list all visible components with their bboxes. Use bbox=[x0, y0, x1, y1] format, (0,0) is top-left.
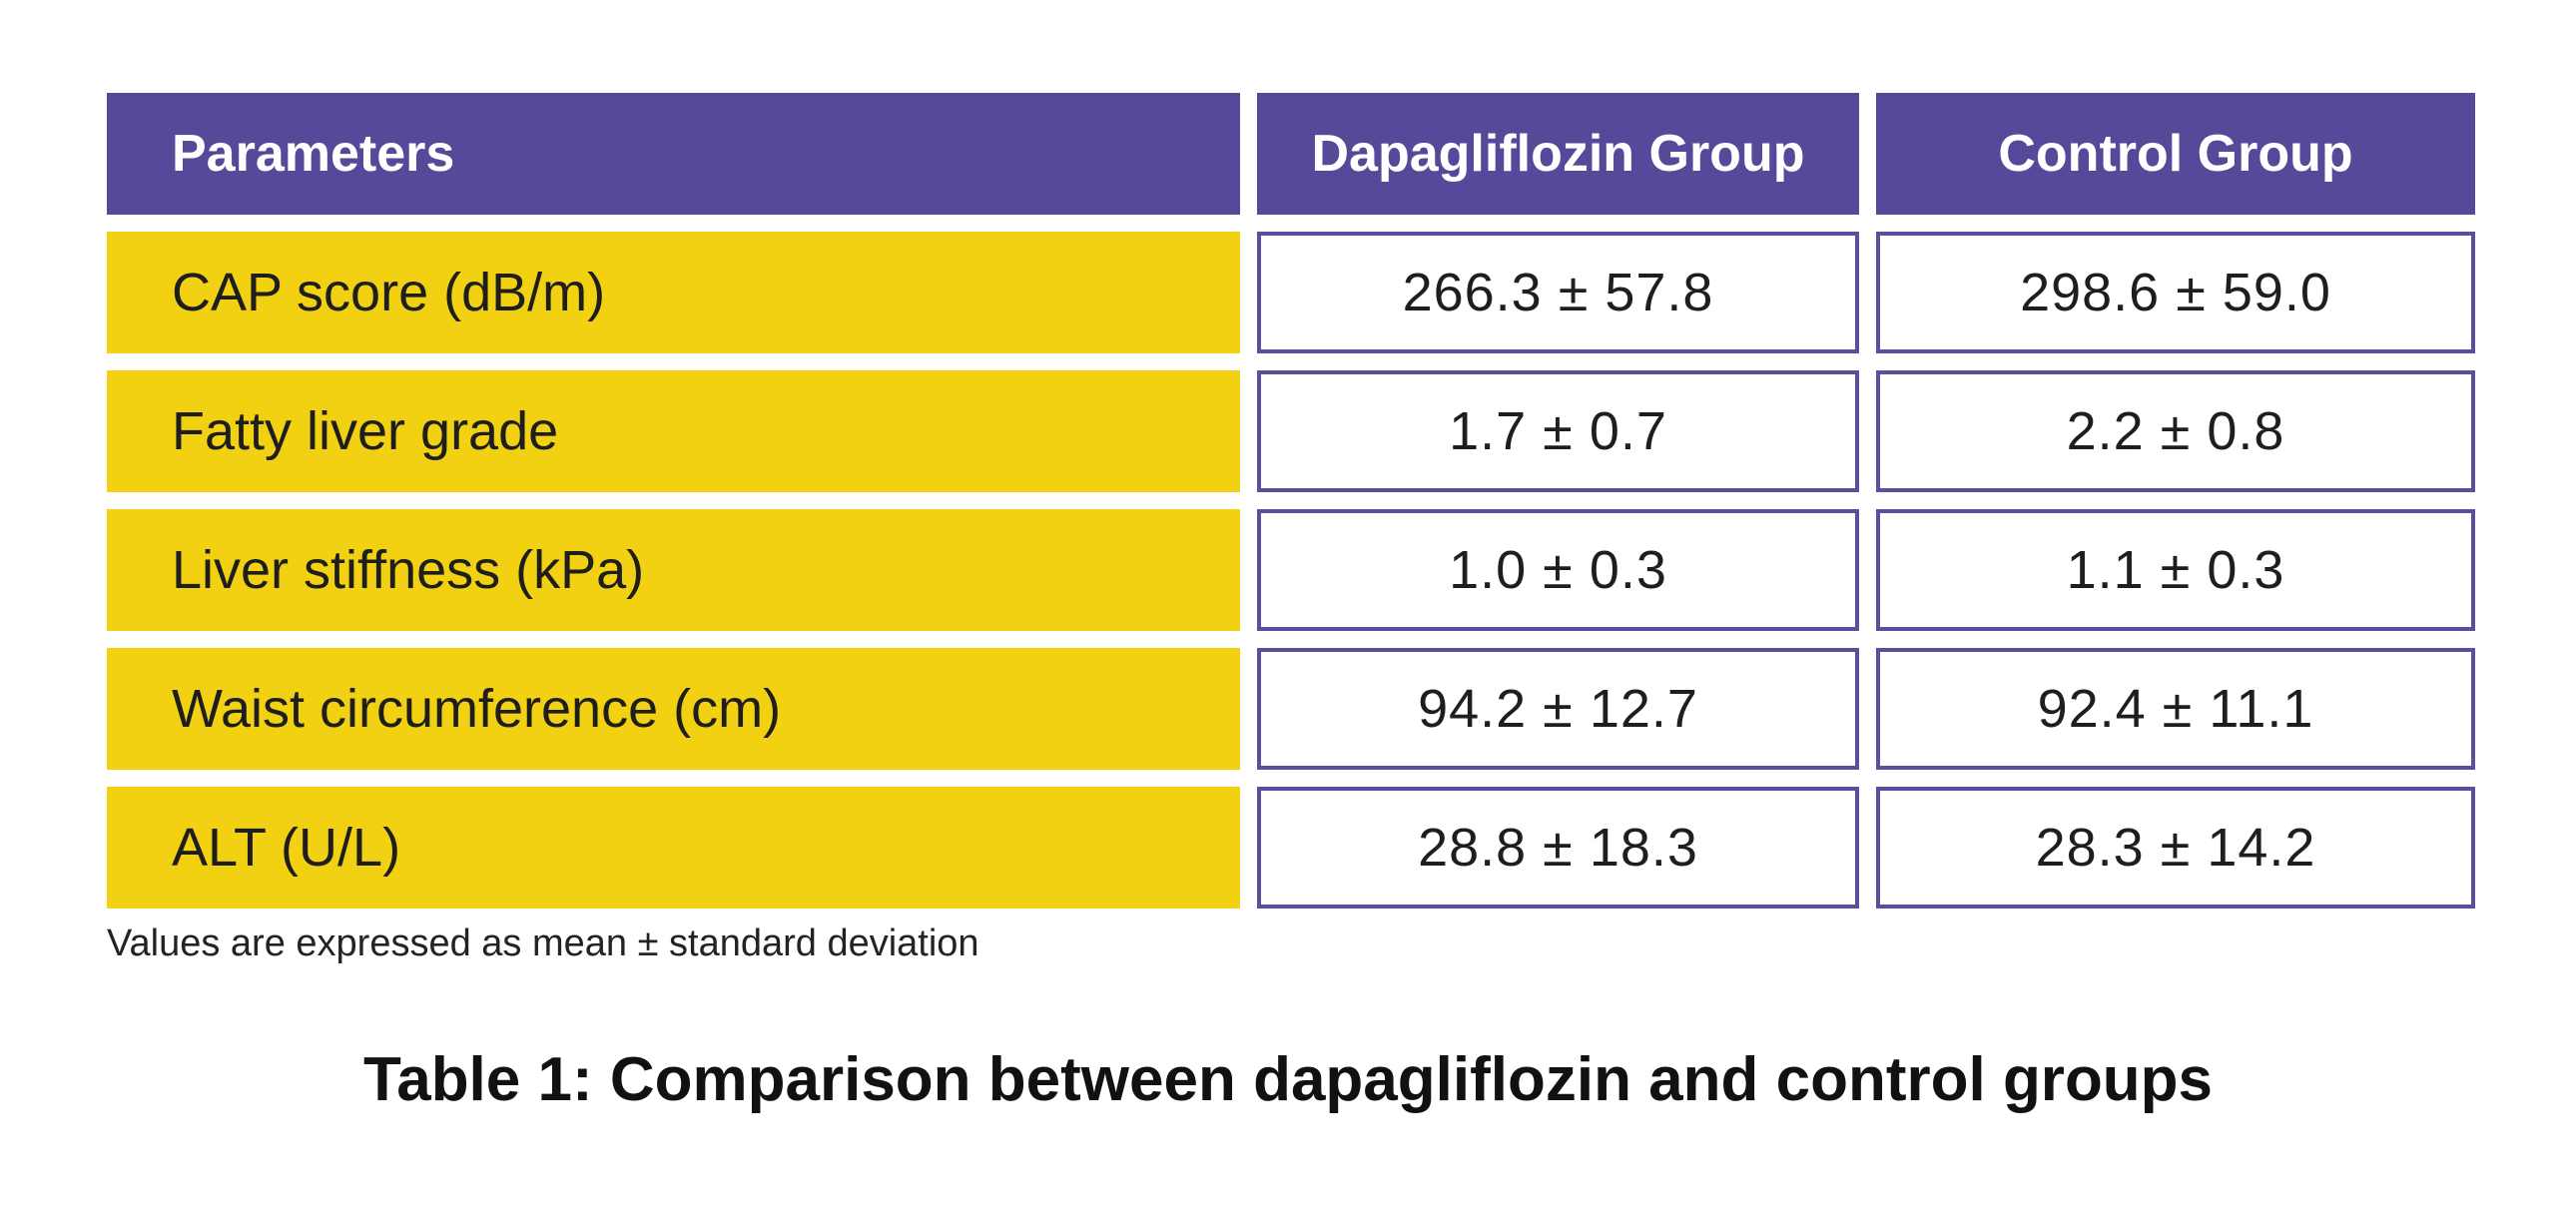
value-cell-dapagliflozin-cap-score: 266.3 ± 57.8 bbox=[1257, 232, 1859, 353]
value-text: 266.3 ± 57.8 bbox=[1402, 263, 1714, 322]
value-text: 1.0 ± 0.3 bbox=[1449, 540, 1667, 600]
value-cell-control-fatty-liver-grade: 2.2 ± 0.8 bbox=[1876, 370, 2475, 492]
header-dapagliflozin-group: Dapagliflozin Group bbox=[1257, 93, 1859, 215]
value-text: 28.3 ± 14.2 bbox=[2035, 818, 2316, 878]
parameter-label: ALT (U/L) bbox=[172, 818, 401, 878]
parameter-label: Liver stiffness (kPa) bbox=[172, 540, 645, 600]
value-text: 94.2 ± 12.7 bbox=[1418, 679, 1698, 739]
value-cell-control-cap-score: 298.6 ± 59.0 bbox=[1876, 232, 2475, 353]
header-dapagliflozin-label: Dapagliflozin Group bbox=[1311, 125, 1805, 183]
value-text: 1.7 ± 0.7 bbox=[1449, 401, 1667, 461]
header-control-group: Control Group bbox=[1876, 93, 2475, 215]
table-caption: Table 1: Comparison between dapagliflozi… bbox=[362, 1045, 2214, 1114]
value-text: 298.6 ± 59.0 bbox=[2020, 263, 2331, 322]
value-cell-dapagliflozin-alt: 28.8 ± 18.3 bbox=[1257, 787, 1859, 909]
value-cell-control-liver-stiffness: 1.1 ± 0.3 bbox=[1876, 509, 2475, 631]
value-text: 92.4 ± 11.1 bbox=[2037, 679, 2314, 739]
parameter-cell-liver-stiffness: Liver stiffness (kPa) bbox=[107, 509, 1240, 631]
value-cell-dapagliflozin-liver-stiffness: 1.0 ± 0.3 bbox=[1257, 509, 1859, 631]
value-cell-dapagliflozin-fatty-liver-grade: 1.7 ± 0.7 bbox=[1257, 370, 1859, 492]
value-text: 2.2 ± 0.8 bbox=[2066, 401, 2285, 461]
value-cell-dapagliflozin-waist-circumference: 94.2 ± 12.7 bbox=[1257, 648, 1859, 770]
parameter-label: Fatty liver grade bbox=[172, 401, 559, 461]
parameter-cell-waist-circumference: Waist circumference (cm) bbox=[107, 648, 1240, 770]
parameter-cell-cap-score: CAP score (dB/m) bbox=[107, 232, 1240, 353]
value-cell-control-alt: 28.3 ± 14.2 bbox=[1876, 787, 2475, 909]
header-parameters: Parameters bbox=[107, 93, 1240, 215]
table-footnote: Values are expressed as mean ± standard … bbox=[107, 922, 979, 964]
header-control-label: Control Group bbox=[1998, 125, 2353, 183]
value-text: 1.1 ± 0.3 bbox=[2066, 540, 2285, 600]
parameter-label: Waist circumference (cm) bbox=[172, 679, 782, 739]
header-parameters-label: Parameters bbox=[172, 125, 455, 183]
parameter-cell-fatty-liver-grade: Fatty liver grade bbox=[107, 370, 1240, 492]
value-cell-control-waist-circumference: 92.4 ± 11.1 bbox=[1876, 648, 2475, 770]
parameter-cell-alt: ALT (U/L) bbox=[107, 787, 1240, 909]
value-text: 28.8 ± 18.3 bbox=[1418, 818, 1698, 878]
comparison-table: Parameters Dapagliflozin Group Control G… bbox=[107, 93, 2475, 909]
parameter-label: CAP score (dB/m) bbox=[172, 263, 606, 322]
